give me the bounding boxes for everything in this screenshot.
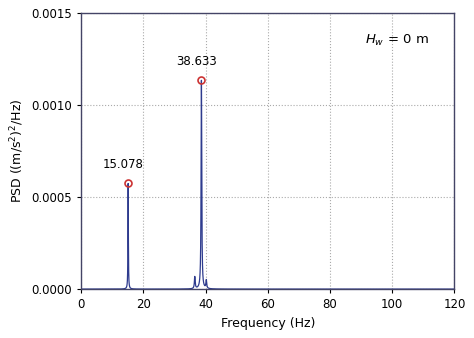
Y-axis label: PSD ((m/s$^2$)$^2$/Hz): PSD ((m/s$^2$)$^2$/Hz) [9,99,26,203]
Text: $H_w$ = 0 m: $H_w$ = 0 m [365,33,428,48]
Text: 15.078: 15.078 [103,159,144,171]
Text: 38.633: 38.633 [176,55,217,69]
X-axis label: Frequency (Hz): Frequency (Hz) [221,317,315,330]
